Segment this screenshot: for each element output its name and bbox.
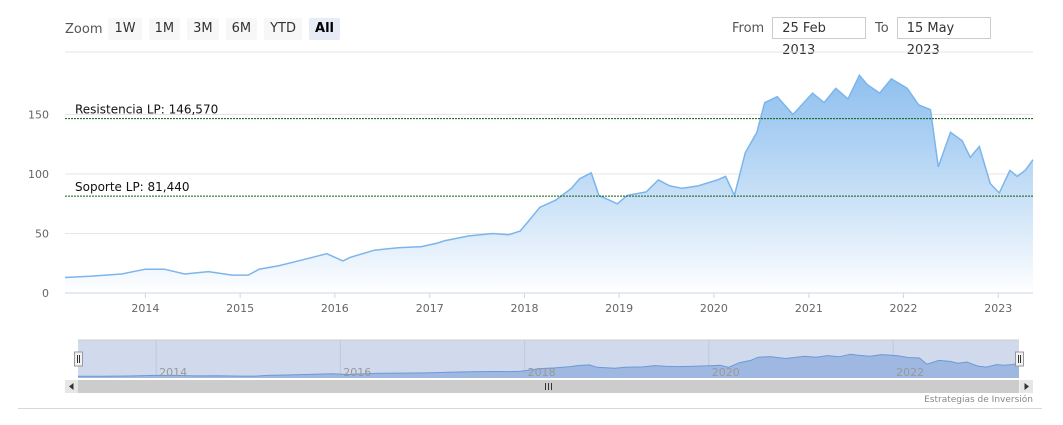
- navigator-tick-label: 2020: [712, 366, 740, 379]
- series-line: [64, 73, 1034, 279]
- navigator-tick-label: 2018: [528, 366, 556, 379]
- navigator-tick-label: 2022: [896, 366, 924, 379]
- x-tick-label: 2016: [321, 302, 349, 315]
- main-chart: 0 50 100 150 Resistencia LP: 146,570 Soporte…: [28, 51, 1034, 315]
- x-tick-label: 2017: [416, 302, 444, 315]
- plot-line-label: Soporte LP: 81,440: [75, 180, 190, 194]
- arrow-left-icon: [69, 383, 74, 390]
- arrow-right-icon: [1024, 383, 1029, 390]
- x-tick-label: 2019: [605, 302, 633, 315]
- y-axis-labels: 0 50 100 150: [28, 109, 49, 301]
- x-axis-labels: 2014 2015 2016 2017 2018 2019 2020 2021 2022 2023: [131, 293, 1012, 315]
- to-label: To: [875, 20, 889, 36]
- y-tick-label: 0: [42, 287, 49, 300]
- plot-line-label: Resistencia LP: 146,570: [75, 103, 218, 117]
- x-tick-label: 2021: [795, 302, 823, 315]
- navigator-tick-label: 2016: [343, 366, 371, 379]
- from-date-input[interactable]: 25 Feb 2013: [772, 17, 867, 58]
- zoom-6m-button[interactable]: 6M: [225, 18, 258, 40]
- navigator-tick-labels: 2014 2016 2018 2020 2022: [159, 366, 924, 379]
- credits-link[interactable]: Estrategias de Inversión: [924, 395, 1033, 405]
- from-label: From: [732, 20, 765, 36]
- navigator-left-handle[interactable]: [74, 351, 83, 367]
- x-tick-label: 2023: [984, 302, 1012, 315]
- x-tick-label: 2015: [226, 302, 254, 315]
- navigator-tick-label: 2014: [159, 366, 187, 379]
- zoom-all-button[interactable]: All: [309, 18, 340, 40]
- zoom-ytd-button[interactable]: YTD: [264, 18, 303, 40]
- to-range: To 15 May 2023: [875, 17, 991, 58]
- navigator-series-area: [78, 354, 1019, 378]
- x-tick-label: 2018: [510, 302, 538, 315]
- zoom-label: Zoom: [65, 21, 103, 37]
- from-range: From 25 Feb 2013: [732, 17, 867, 58]
- y-tick-label: 100: [28, 168, 49, 181]
- navigator[interactable]: 2014 2016 2018 2020 2022: [0, 0, 1063, 400]
- navigator-series-line: [77, 353, 1020, 377]
- zoom-1w-button[interactable]: 1W: [108, 18, 142, 40]
- navigator-right-handle[interactable]: [1015, 351, 1024, 367]
- y-tick-label: 150: [28, 109, 49, 122]
- y-tick-label: 50: [35, 228, 49, 241]
- plot-lines: Resistencia LP: 146,570 Soporte LP: 81,44…: [65, 103, 1033, 197]
- range-selector-zoom: Zoom 1W 1M 3M 6M YTD All: [65, 18, 347, 40]
- zoom-1m-button[interactable]: 1M: [148, 18, 181, 40]
- x-tick-label: 2022: [890, 302, 918, 315]
- zoom-3m-button[interactable]: 3M: [187, 18, 219, 40]
- x-tick-label: 2020: [700, 302, 728, 315]
- scrollbar-left-arrow-button[interactable]: [65, 380, 78, 393]
- scrollbar-grip-icon: [545, 383, 552, 390]
- scrollbar-right-arrow-button[interactable]: [1020, 380, 1033, 393]
- bottom-divider: [18, 408, 1042, 409]
- to-date-input[interactable]: 15 May 2023: [896, 17, 991, 58]
- navigator-selection-mask[interactable]: [78, 340, 1019, 378]
- x-tick-label: 2014: [131, 302, 159, 315]
- series-area: [65, 75, 1033, 293]
